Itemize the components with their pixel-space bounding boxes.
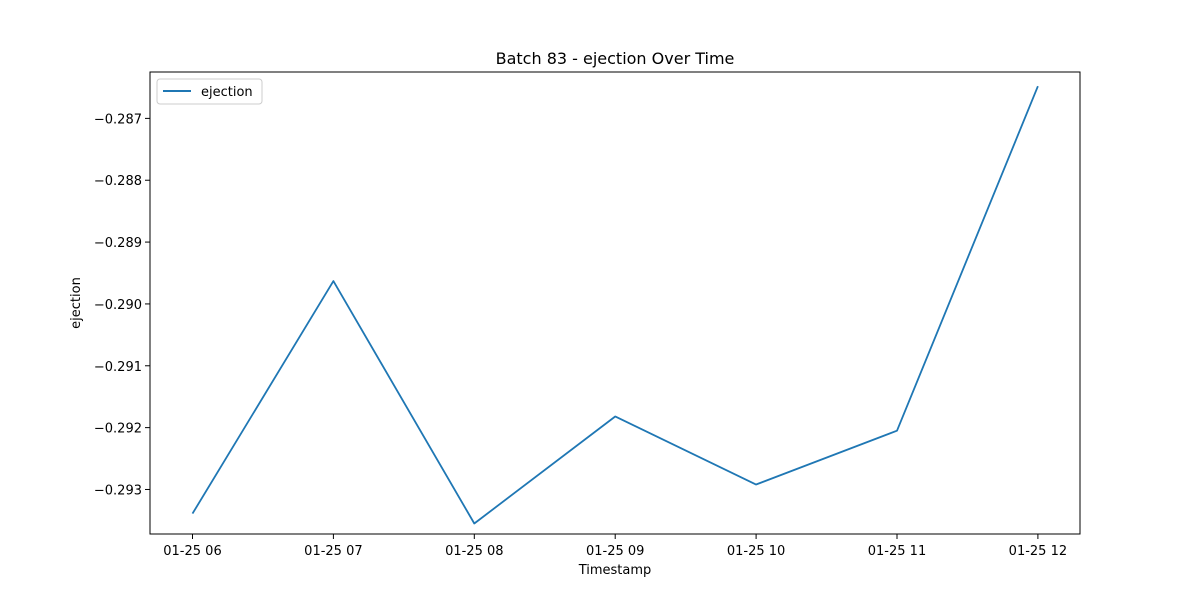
y-tick-label: −0.287 (94, 112, 142, 127)
legend-box (156, 78, 263, 105)
x-axis-label: Timestamp (578, 563, 652, 578)
x-tick-label: 01-25 06 (163, 544, 221, 559)
series-layer (191, 85, 1039, 525)
x-tick-label: 01-25 12 (1009, 544, 1067, 559)
chart-title: Batch 83 - ejection Over Time (496, 49, 735, 68)
y-axis-label: ejection (69, 277, 84, 329)
x-tick-label: 01-25 11 (868, 544, 926, 559)
x-tick-label: 01-25 07 (304, 544, 362, 559)
y-tick-label: −0.288 (94, 174, 142, 189)
legend-label: ejection (201, 85, 253, 100)
series-line-ejection (191, 85, 1039, 525)
y-tick-label: −0.290 (94, 298, 142, 313)
y-tick-label: −0.291 (94, 360, 142, 375)
y-axis: −0.287 −0.288 −0.289 −0.290 −0.291 −0.292 −0.2… (94, 112, 150, 498)
y-tick-label: −0.292 (94, 422, 142, 437)
legend: ejection (156, 78, 263, 105)
x-tick-label: 01-25 09 (586, 544, 644, 559)
y-tick-label: −0.289 (94, 236, 142, 251)
y-tick-label: −0.293 (94, 483, 142, 498)
x-tick-label: 01-25 10 (727, 544, 785, 559)
plot-frame (149, 71, 1081, 535)
x-axis: 01-25 06 01-25 07 01-25 08 01-25 09 01-25 10… (163, 534, 1067, 559)
x-tick-label: 01-25 08 (445, 544, 503, 559)
